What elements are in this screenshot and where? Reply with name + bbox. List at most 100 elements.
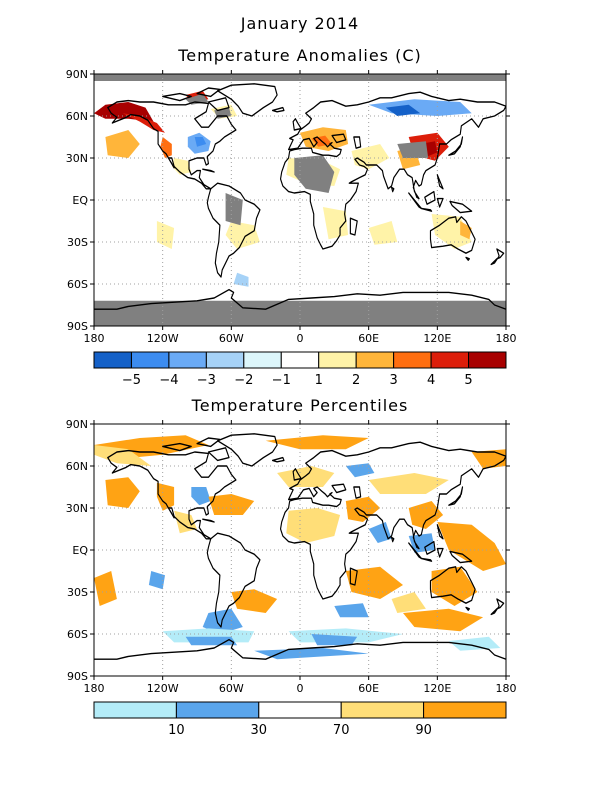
anomaly-lat-label: EQ — [72, 194, 88, 207]
percentile-lon-label: 60E — [358, 682, 379, 695]
anomaly-shaded-region — [105, 130, 140, 158]
anomaly-shaded-region — [194, 137, 207, 147]
percentile-shaded-region — [448, 636, 501, 651]
anomaly-lat-label: 90N — [66, 68, 88, 81]
percentile-shaded-region — [105, 477, 140, 508]
percentile-shaded-region — [191, 487, 211, 506]
percentile-lat-label: EQ — [72, 544, 88, 557]
anomaly-lat-label: 30N — [66, 152, 88, 165]
anomaly-lon-label: 60W — [219, 332, 244, 345]
percentile-shaded-region — [156, 482, 175, 511]
percentile-shaded-region — [368, 473, 449, 494]
percentile-shaded-region — [254, 648, 369, 660]
anomaly-no-data-region — [185, 93, 209, 105]
anomaly-shaded-region — [233, 272, 249, 287]
anomaly-legend-label: 2 — [352, 373, 360, 388]
percentile-lon-label: 0 — [297, 682, 304, 695]
percentile-lat-label: 90S — [67, 670, 88, 683]
anomaly-lon-label: 0 — [297, 332, 304, 345]
anomaly-lat-label: 60S — [67, 278, 88, 291]
anomaly-lon-label: 120W — [147, 332, 179, 345]
percentile-lon-label: 60W — [219, 682, 244, 695]
anomaly-legend-swatch — [430, 351, 470, 369]
anomaly-legend-label: −5 — [122, 373, 141, 388]
anomaly-legend: −5 −4 −3 −2 −1 1 2 3 4 5 — [93, 351, 507, 388]
anomaly-legend-swatch — [280, 351, 320, 369]
percentile-legend: 10 30 70 90 — [93, 701, 507, 738]
anomaly-legend-swatch — [468, 351, 507, 369]
percentile-shaded-region — [403, 608, 484, 632]
percentile-shaded-region — [345, 496, 381, 522]
anomalies-title: Temperature Anomalies (C) — [178, 46, 422, 65]
percentile-lon-label: 120W — [147, 682, 179, 695]
percentile-lon-label: 180 — [84, 682, 105, 695]
percentile-shaded-region — [345, 566, 403, 599]
anomaly-shaded-region — [385, 104, 421, 116]
anomaly-legend-label: 3 — [389, 373, 397, 388]
anomaly-legend-swatch — [243, 351, 282, 369]
percentile-lat-label: 60S — [67, 628, 88, 641]
anomaly-legend-swatch — [130, 351, 170, 369]
percentile-legend-label: 90 — [415, 723, 432, 738]
anomaly-lat-label: 60N — [66, 110, 88, 123]
anomaly-legend-label: −1 — [272, 373, 291, 388]
percentile-gridlines — [94, 424, 506, 676]
anomaly-shaded-region — [368, 221, 398, 245]
percentile-lon-label: 120E — [423, 682, 451, 695]
percentile-shaded-region — [345, 463, 375, 478]
percentile-lat-label: 30N — [66, 502, 88, 515]
anomaly-shaded-region — [460, 221, 472, 240]
percentile-legend-swatch — [340, 701, 425, 719]
anomaly-legend-swatch — [168, 351, 207, 369]
percentile-shaded-region — [368, 522, 392, 543]
percentile-shaded-region — [94, 445, 152, 466]
anomaly-lon-label: 60E — [358, 332, 379, 345]
anomaly-shaded-region — [122, 113, 165, 133]
percentile-lat-label: 90N — [66, 418, 88, 431]
anomaly-no-data-region — [294, 155, 335, 193]
percentile-shaded-region — [185, 636, 238, 646]
percentile-shaded-region — [408, 533, 435, 553]
percentile-lon-label: 180 — [496, 682, 517, 695]
anomaly-lat-label: 30S — [67, 236, 88, 249]
anomaly-lat-label: 90S — [67, 320, 88, 333]
anomaly-legend-swatch — [393, 351, 432, 369]
percentile-shaded-region — [334, 603, 369, 618]
percentile-legend-swatch — [93, 701, 177, 719]
anomaly-lon-label: 120E — [423, 332, 451, 345]
percentile-shaded-region — [311, 634, 358, 646]
anomaly-no-data-region — [397, 141, 429, 158]
anomaly-legend-swatch — [355, 351, 395, 369]
anomaly-shaded-region — [322, 207, 349, 240]
percentile-shaded-region — [391, 592, 426, 613]
anomaly-legend-label: 5 — [464, 373, 472, 388]
percentile-shaded-region — [148, 571, 165, 590]
anomaly-legend-swatch — [205, 351, 245, 369]
percentile-legend-swatch — [258, 701, 342, 719]
percentile-legend-swatch — [175, 701, 260, 719]
percentile-shaded-region — [94, 571, 117, 606]
anomaly-no-data-region — [94, 300, 506, 326]
anomaly-legend-label: 1 — [315, 373, 323, 388]
anomaly-shaded-region — [351, 144, 390, 170]
percentile-legend-label: 70 — [333, 723, 350, 738]
anomaly-legend-label: −3 — [197, 373, 216, 388]
anomaly-lon-label: 180 — [84, 332, 105, 345]
anomaly-legend-label: −4 — [159, 373, 178, 388]
percentile-shaded-region — [231, 589, 278, 613]
percentile-shaded-region — [265, 435, 369, 450]
percentile-lat-label: 30S — [67, 586, 88, 599]
anomaly-no-data-region — [225, 193, 243, 226]
date-title: January 2014 — [240, 14, 360, 33]
percentile-shaded-region — [437, 522, 506, 571]
anomaly-legend-swatch — [93, 351, 132, 369]
anomaly-no-data-region — [94, 74, 506, 81]
anomaly-legend-label: −2 — [234, 373, 253, 388]
percentile-legend-label: 10 — [168, 723, 185, 738]
percentile-shaded-region — [202, 608, 243, 634]
percentile-legend-swatch — [423, 701, 507, 719]
anomaly-gridlines — [94, 74, 506, 326]
